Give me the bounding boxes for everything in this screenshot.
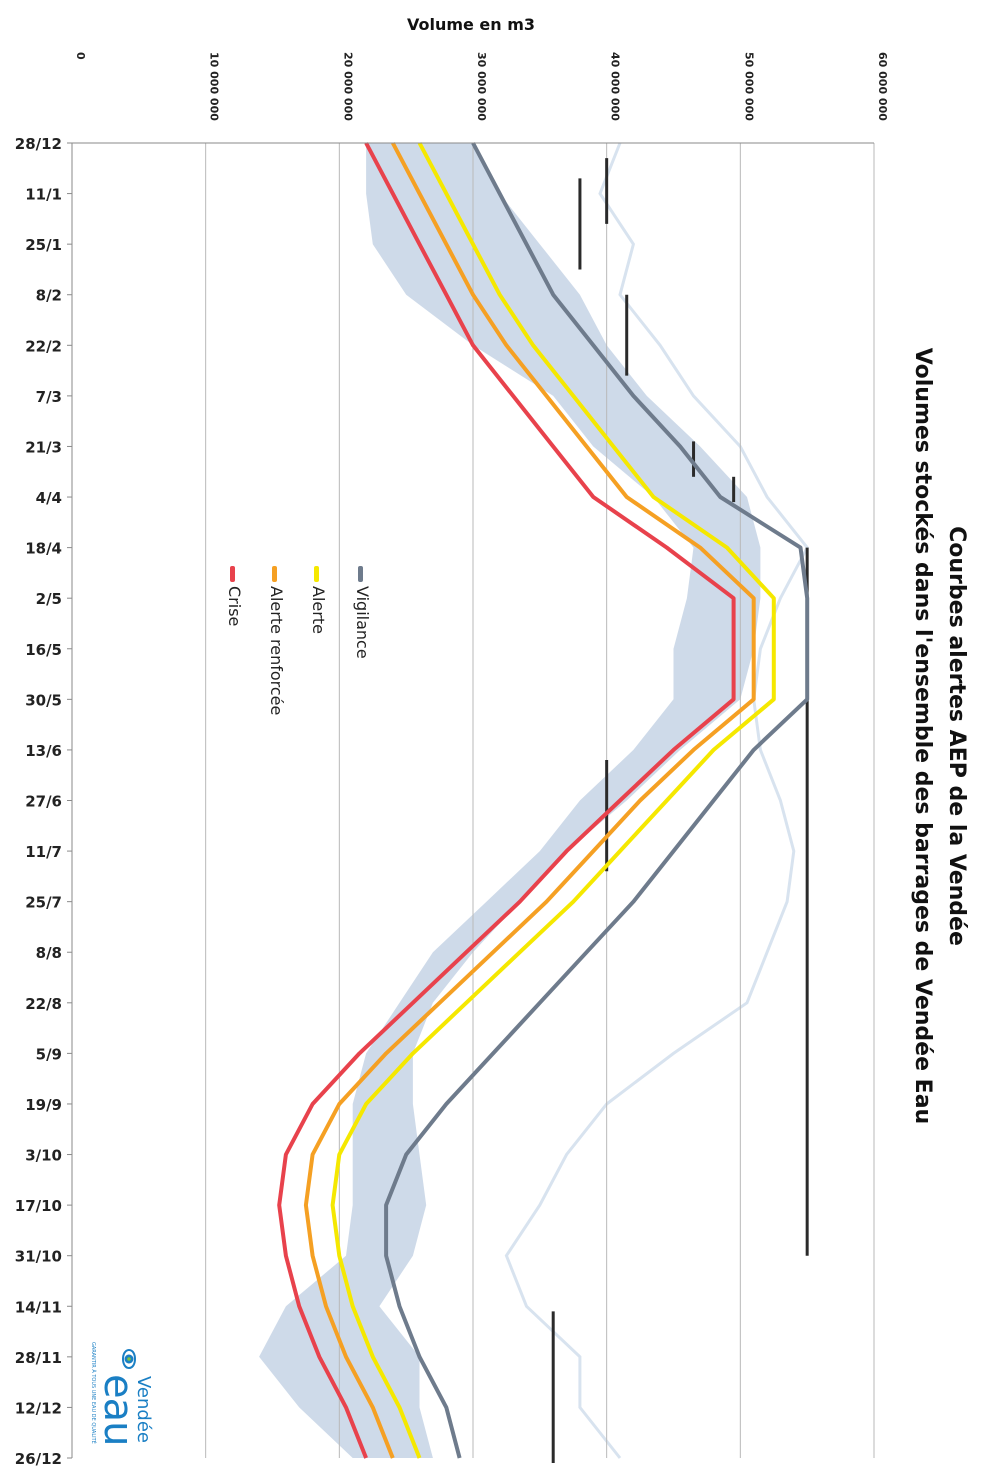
y-axis-label: Volume en m3 xyxy=(407,15,535,34)
logo-word: eau xyxy=(95,1374,141,1446)
category-tick-label: 28/12 xyxy=(15,135,62,153)
category-tick-label: 11/1 xyxy=(25,186,62,204)
legend-item-crise: Crise xyxy=(222,540,244,690)
legend-swatch xyxy=(272,566,277,582)
vendee-eau-logo: Vendée eau GARANTIR À TOUS UNE EAU DE QU… xyxy=(84,1340,156,1460)
category-tick-label: 7/3 xyxy=(36,388,62,406)
category-tick-label: 18/4 xyxy=(25,540,62,558)
chart-subtitle: Volumes stockés dans l'ensemble des barr… xyxy=(910,348,935,1124)
legend: Vigilance Alerte Alerte renforcée Crise xyxy=(218,540,388,715)
category-tick-label: 13/6 xyxy=(25,742,62,760)
legend-label: Vigilance xyxy=(353,586,372,659)
category-tick-label: 25/1 xyxy=(25,236,62,254)
value-tick-label: 30 000 000 xyxy=(475,52,488,121)
category-tick-label: 11/7 xyxy=(25,843,62,861)
category-tick-label: 4/4 xyxy=(36,489,62,507)
value-tick-label: 10 000 000 xyxy=(208,52,221,121)
category-tick-label: 17/10 xyxy=(15,1197,62,1215)
category-tick-label: 14/11 xyxy=(15,1298,62,1316)
category-tick-label: 27/6 xyxy=(25,793,62,811)
category-tick-label: 25/7 xyxy=(25,894,62,912)
eye-drop-icon xyxy=(122,1348,136,1370)
legend-item-vigilance: Vigilance xyxy=(350,540,372,690)
category-tick-label: 22/8 xyxy=(25,995,62,1013)
logo-tagline: GARANTIR À TOUS UNE EAU DE QUALITÉ xyxy=(90,1342,96,1444)
legend-item-alerte: Alerte xyxy=(306,540,328,690)
series-line-vigilance xyxy=(384,142,810,1459)
category-tick-label: 30/5 xyxy=(25,691,62,709)
legend-label: Alerte xyxy=(309,586,328,634)
legend-item-alerte-renforcee: Alerte renforcée xyxy=(264,540,286,715)
value-tick-label: 60 000 000 xyxy=(876,52,889,121)
series-line-alerte-renforcee xyxy=(303,142,756,1459)
chart-title: Courbes alertes AEP de la Vendée xyxy=(944,526,969,946)
category-tick-label: 8/2 xyxy=(36,287,62,305)
category-tick-label: 2/5 xyxy=(36,590,62,608)
gridlines xyxy=(71,143,875,1458)
legend-swatch xyxy=(358,566,363,582)
category-tick-label: 19/9 xyxy=(25,1096,62,1114)
legend-swatch xyxy=(230,566,235,582)
series-line-alerte xyxy=(330,142,776,1459)
category-tick-label: 31/10 xyxy=(15,1248,62,1266)
category-tick-label: 3/10 xyxy=(25,1147,62,1165)
category-tick-label: 21/3 xyxy=(25,438,62,456)
category-tick-label: 8/8 xyxy=(36,944,62,962)
series-lines xyxy=(277,142,810,1459)
value-tick-label: 40 000 000 xyxy=(609,52,622,121)
category-tick-label: 28/11 xyxy=(15,1349,62,1367)
legend-label: Alerte renforcée xyxy=(267,586,286,716)
category-tick-label: 5/9 xyxy=(36,1045,62,1063)
category-tick-label: 12/12 xyxy=(15,1399,62,1417)
extra-line xyxy=(504,142,809,1459)
value-tick-label: 0 xyxy=(74,52,87,60)
axes: 28/12 11/1 25/1 8/2 22/2 7/3 21/3 4/4 18/4 2/5 16/… xyxy=(15,52,889,1468)
category-tick-label: 22/2 xyxy=(25,337,62,355)
category-tick-label: 26/12 xyxy=(15,1450,62,1468)
value-tick-label: 50 000 000 xyxy=(742,52,755,121)
value-tick-label: 20 000 000 xyxy=(341,52,354,121)
category-tick-label: 16/5 xyxy=(25,641,62,659)
legend-swatch xyxy=(314,566,319,582)
series-line-crise xyxy=(277,142,736,1459)
legend-label: Crise xyxy=(225,586,244,627)
